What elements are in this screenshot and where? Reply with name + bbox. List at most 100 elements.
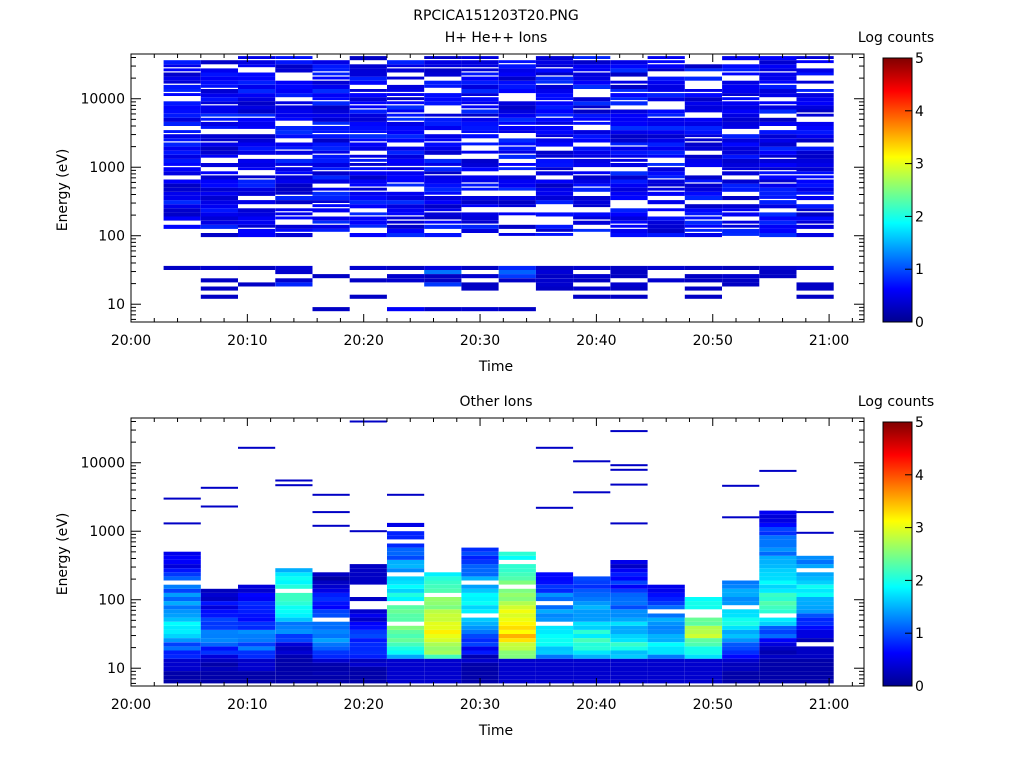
heatmap-cell — [349, 572, 387, 577]
heatmap-cell — [573, 101, 611, 106]
heatmap-cell — [722, 117, 760, 122]
heatmap-cell — [610, 560, 648, 565]
heatmap-cell — [796, 220, 834, 224]
heatmap-cell — [349, 609, 387, 614]
heatmap-cell — [498, 667, 536, 672]
x-tick-label: 20:20 — [344, 697, 384, 713]
heatmap-cell — [275, 93, 313, 98]
heatmap-cell — [759, 601, 797, 606]
heatmap-cell — [424, 629, 462, 634]
heatmap-cell — [461, 121, 499, 126]
heatmap-cell — [535, 282, 574, 287]
heatmap-cell — [722, 89, 760, 94]
heatmap-cell — [498, 175, 536, 180]
heatmap-cell — [349, 175, 387, 180]
heatmap-cell — [238, 592, 276, 597]
heatmap-cell — [759, 183, 797, 188]
y-tick-label: 10 — [107, 661, 125, 677]
heatmap-cell — [647, 142, 685, 147]
heatmap-cell — [461, 551, 499, 556]
heatmap-cell — [647, 154, 685, 158]
heatmap-cell — [796, 588, 834, 593]
heatmap-cell — [163, 101, 201, 106]
heatmap-cell — [424, 679, 462, 684]
heatmap-cell — [498, 121, 536, 125]
heatmap-cell — [349, 216, 387, 221]
heatmap-cell — [275, 113, 313, 118]
heatmap-cell — [238, 224, 276, 228]
heatmap-cell — [349, 97, 387, 102]
heatmap-cell — [535, 662, 574, 667]
heatmap-cell — [200, 294, 238, 299]
heatmap-cell — [759, 638, 797, 643]
heatmap-cell — [238, 597, 276, 602]
heatmap-cell — [163, 555, 201, 560]
heatmap-cell — [796, 650, 834, 655]
heatmap-cell — [461, 629, 499, 634]
panel-bottom-colorbar — [882, 421, 913, 687]
heatmap-cell — [312, 224, 350, 229]
heatmap-cell — [610, 572, 648, 577]
heatmap-cell — [349, 642, 387, 647]
heatmap-cell — [275, 150, 313, 155]
heatmap-cell — [759, 629, 797, 634]
heatmap-cell — [610, 270, 648, 275]
heatmap-cell — [163, 105, 201, 110]
heatmap-cell — [312, 105, 350, 110]
heatmap-cell — [461, 130, 499, 133]
heatmap-cell — [163, 564, 201, 569]
heatmap-cell — [684, 121, 722, 126]
heatmap-cell — [461, 274, 499, 279]
heatmap-cell — [722, 613, 760, 618]
heatmap-cell — [796, 621, 834, 626]
heatmap-cell — [722, 196, 760, 201]
heatmap-cell — [461, 196, 499, 201]
heatmap-cell — [498, 601, 536, 606]
heatmap-cell — [163, 634, 201, 639]
heatmap-cell — [759, 175, 797, 180]
heatmap-cell — [238, 84, 276, 89]
heatmap-cell — [200, 101, 238, 105]
heatmap-cell — [759, 572, 797, 577]
heatmap-cell — [200, 621, 238, 626]
heatmap-cell — [312, 60, 350, 65]
heatmap-cell — [610, 613, 648, 618]
panel-top-heatmap — [163, 56, 834, 312]
heatmap-cell — [238, 97, 276, 102]
heatmap-cell — [759, 597, 797, 602]
heatmap-cell — [275, 146, 313, 150]
heatmap-cell — [498, 89, 536, 94]
heatmap-cell — [610, 597, 648, 602]
heatmap-cell — [722, 64, 760, 69]
heatmap-cell — [163, 93, 201, 96]
heatmap-cell — [722, 80, 760, 85]
heatmap-cell — [461, 617, 499, 622]
heatmap-cell — [573, 171, 611, 175]
heatmap-cell — [424, 278, 462, 283]
heatmap-cell — [796, 204, 834, 209]
heatmap-cell — [610, 183, 648, 188]
heatmap-cell — [387, 60, 425, 65]
heatmap-cell — [610, 212, 648, 217]
heatmap-cell — [424, 572, 462, 577]
heatmap-cell — [647, 625, 685, 630]
heatmap-cell — [200, 658, 238, 663]
heatmap-cell — [684, 142, 722, 147]
heatmap-cell — [275, 196, 313, 201]
heatmap-cell — [535, 89, 574, 94]
heatmap-cell — [722, 183, 760, 188]
heatmap-cell — [200, 667, 238, 672]
heatmap-cell — [238, 158, 276, 163]
heatmap-cell — [759, 543, 797, 548]
heatmap-cell — [796, 511, 834, 514]
heatmap-cell — [312, 580, 350, 585]
heatmap-cell — [424, 187, 462, 192]
heatmap-cell — [573, 617, 611, 622]
heatmap-cell — [312, 68, 350, 72]
heatmap-cell — [498, 592, 536, 597]
heatmap-cell — [535, 200, 574, 205]
heatmap-cell — [647, 97, 685, 102]
heatmap-cell — [610, 97, 648, 101]
heatmap-cell — [498, 204, 536, 208]
heatmap-cell — [684, 597, 722, 602]
